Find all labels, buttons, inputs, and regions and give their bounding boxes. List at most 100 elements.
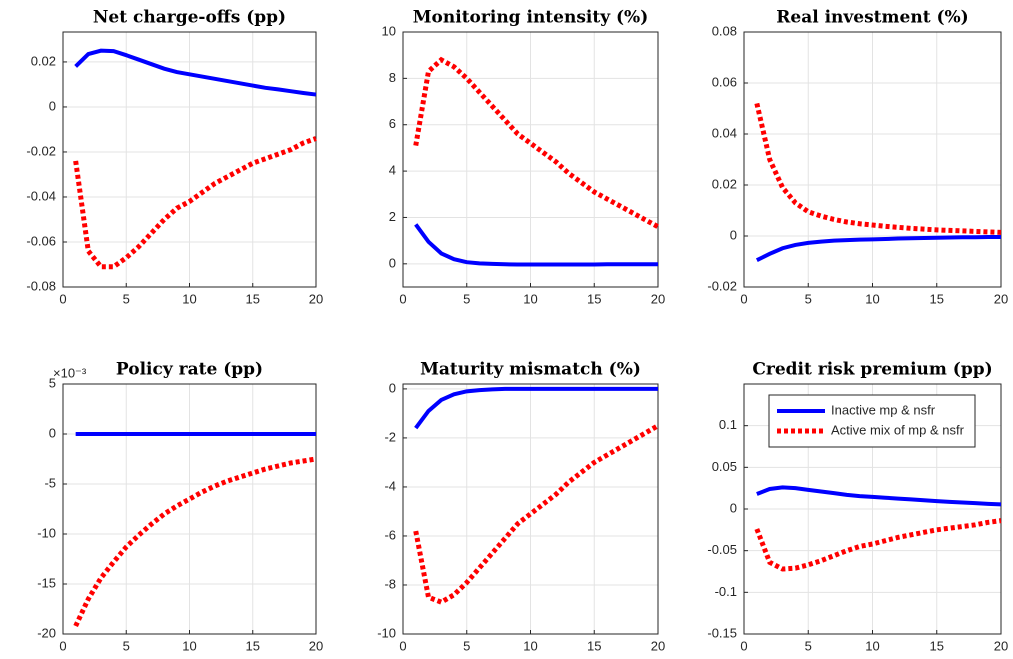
axes-box xyxy=(62,31,317,288)
x-tick-label: 5 xyxy=(463,638,470,653)
legend-box xyxy=(768,394,976,448)
axes-box xyxy=(402,383,659,635)
series-line xyxy=(73,456,317,628)
series-line xyxy=(755,235,1001,263)
x-tick-label: 10 xyxy=(523,638,537,653)
x-tick-label: 20 xyxy=(309,638,323,653)
y-tick-label: 10 xyxy=(382,23,396,38)
y-tick-label: -10 xyxy=(37,525,56,540)
x-tick-label: 10 xyxy=(865,291,879,306)
axes-box xyxy=(402,31,659,288)
y-tick-label: -5 xyxy=(44,475,56,490)
y-tick-label: 0 xyxy=(389,255,396,270)
x-tick-label: 15 xyxy=(587,638,601,653)
series-line xyxy=(414,223,658,267)
axes-box xyxy=(62,383,317,635)
y-tick-label: 2 xyxy=(389,209,396,224)
legend: Inactive mp & nsfr Active mix of mp & nsf… xyxy=(768,394,976,448)
y-tick-label: 0.08 xyxy=(712,23,737,38)
y-tick-label: 0 xyxy=(49,425,56,440)
y-tick-label: 6 xyxy=(389,116,396,131)
subplot: 0 5 10 15 20 -10 -8 -6 -4 -2 0 Maturity mismatch (%… xyxy=(377,360,665,654)
subplot-title: Monitoring intensity (%) xyxy=(413,8,649,28)
x-tick-label: 0 xyxy=(399,638,406,653)
y-tick-label: -8 xyxy=(384,576,396,591)
x-tick-label: 15 xyxy=(930,291,944,306)
legend-label: Inactive mp & nsfr xyxy=(831,402,936,417)
x-tick-label: 0 xyxy=(740,291,747,306)
x-tick-label: 0 xyxy=(740,638,747,653)
x-tick-label: 5 xyxy=(805,291,812,306)
series-line xyxy=(414,386,658,430)
y-tick-label: -0.15 xyxy=(707,625,737,640)
y-tick-label: -0.04 xyxy=(26,188,56,203)
y-tick-label: -2 xyxy=(384,429,396,444)
y-tick-label: 0 xyxy=(730,227,737,242)
y-tick-label: 4 xyxy=(389,163,396,178)
series-line xyxy=(756,485,1002,507)
x-tick-label: 10 xyxy=(865,638,879,653)
x-tick-label: 10 xyxy=(182,638,196,653)
y-tick-label: -0.05 xyxy=(707,542,737,557)
y-exponent-label: ×10⁻³ xyxy=(53,365,87,380)
y-tick-label: -0.08 xyxy=(26,278,56,293)
x-tick-label: 5 xyxy=(463,291,470,306)
x-tick-label: 0 xyxy=(59,291,66,306)
x-tick-label: 20 xyxy=(994,638,1008,653)
x-tick-label: 15 xyxy=(930,638,944,653)
series-line xyxy=(413,56,660,229)
x-tick-label: 5 xyxy=(123,291,130,306)
y-tick-label: 0.02 xyxy=(712,176,737,191)
x-tick-label: 20 xyxy=(994,291,1008,306)
y-tick-label: -0.02 xyxy=(26,143,56,158)
y-tick-label: 0.06 xyxy=(712,74,737,89)
subplot: 0 5 10 15 20 -0.08 -0.06 -0.04 -0.02 0 0.02 Net cha… xyxy=(26,8,323,307)
x-tick-label: 0 xyxy=(59,638,66,653)
x-tick-label: 10 xyxy=(523,291,537,306)
x-tick-label: 20 xyxy=(651,291,665,306)
legend-label: Active mix of mp & nsfr xyxy=(831,422,965,437)
y-tick-label: 0 xyxy=(389,380,396,395)
subplot-title: Credit risk premium (pp) xyxy=(752,360,992,380)
y-tick-label: -10 xyxy=(377,625,396,640)
subplot: 0 5 10 15 20 -0.15 -0.1 -0.05 0 0.05 0.1 Credit ris… xyxy=(707,360,1008,654)
subplot-title: Net charge-offs (pp) xyxy=(93,8,286,28)
x-tick-label: 15 xyxy=(246,638,260,653)
y-tick-label: -6 xyxy=(384,527,396,542)
x-tick-label: 15 xyxy=(587,291,601,306)
x-tick-label: 5 xyxy=(123,638,130,653)
y-tick-label: -0.02 xyxy=(707,278,737,293)
y-tick-label: 0.02 xyxy=(31,53,56,68)
y-tick-label: 5 xyxy=(49,375,56,390)
series-line xyxy=(413,423,660,605)
axes-box xyxy=(743,31,1002,288)
y-tick-label: 0.05 xyxy=(712,459,737,474)
y-tick-label: 0.1 xyxy=(719,417,737,432)
y-tick-label: -4 xyxy=(384,478,396,493)
y-tick-label: 0 xyxy=(49,98,56,113)
y-tick-label: -15 xyxy=(37,575,56,590)
subplot-title: Maturity mismatch (%) xyxy=(420,360,641,380)
y-tick-label: -0.06 xyxy=(26,233,56,248)
y-tick-label: 0.04 xyxy=(712,125,737,140)
x-tick-label: 0 xyxy=(399,291,406,306)
x-tick-label: 10 xyxy=(182,291,196,306)
x-tick-label: 20 xyxy=(651,638,665,653)
subplot-title: Policy rate (pp) xyxy=(116,360,263,380)
series-line xyxy=(754,102,1002,235)
y-tick-label: -20 xyxy=(37,625,56,640)
series-line xyxy=(754,518,1002,572)
x-tick-label: 15 xyxy=(246,291,260,306)
x-tick-label: 5 xyxy=(805,638,812,653)
series-line xyxy=(74,48,317,97)
x-tick-label: 20 xyxy=(309,291,323,306)
y-tick-label: 8 xyxy=(389,70,396,85)
y-tick-label: -0.1 xyxy=(715,584,737,599)
subplot-title: Real investment (%) xyxy=(776,8,968,28)
y-tick-label: 0 xyxy=(730,500,737,515)
series-line xyxy=(73,136,317,270)
axes-box xyxy=(743,383,1002,635)
